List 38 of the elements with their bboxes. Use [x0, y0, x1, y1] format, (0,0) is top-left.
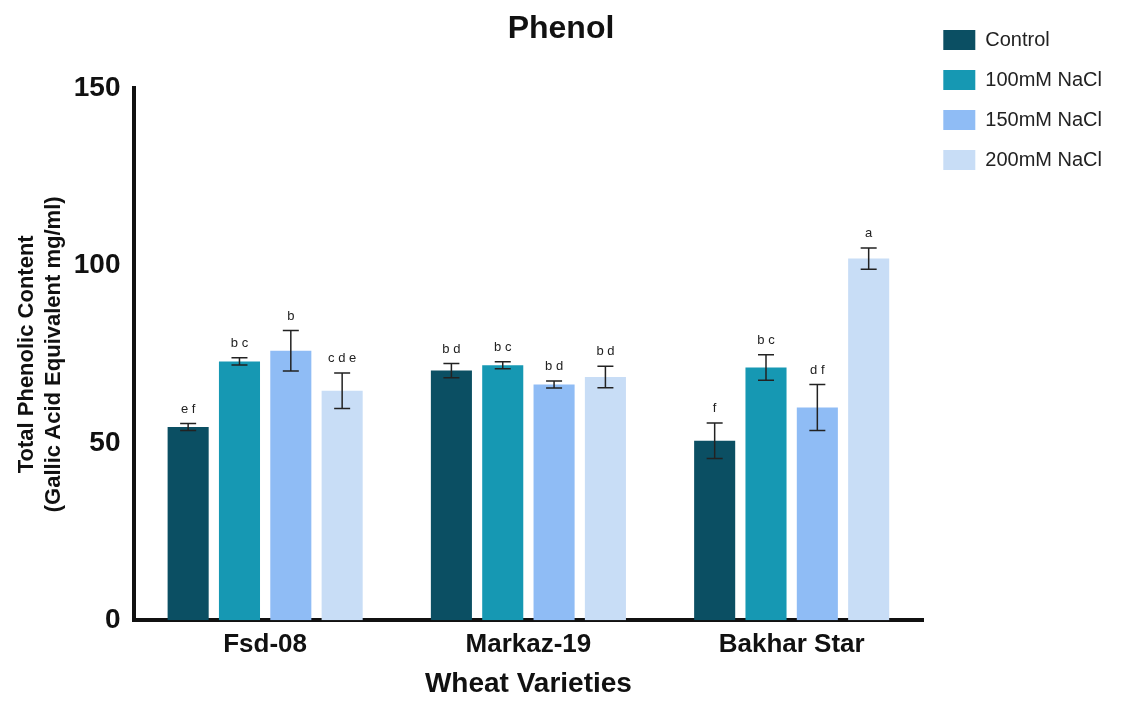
data-label: b d [442, 340, 461, 356]
bar [533, 384, 575, 621]
bar [584, 376, 626, 621]
legend-label: 150mM NaCl [985, 107, 1102, 130]
data-label: a [865, 225, 874, 241]
bar [482, 365, 524, 621]
x-tick-label: Fsd-08 [223, 627, 308, 658]
bar [694, 440, 736, 621]
bar [218, 361, 261, 621]
data-label: b d [596, 343, 615, 359]
y-tick-label: 0 [104, 602, 121, 634]
y-axis-title: Total Phenolic Content (Gallic Acid Equivalent mg/ml) [13, 196, 65, 513]
y-tick-label: 100 [73, 248, 121, 280]
legend-label: Control [985, 27, 1050, 50]
y-tick-label: 150 [73, 71, 121, 103]
bar [745, 367, 787, 621]
data-label: b c [757, 331, 776, 347]
x-tick-label: Markaz-19 [465, 627, 592, 658]
data-label: b c [230, 334, 249, 350]
data-label: d f [810, 361, 825, 377]
bar [167, 426, 209, 621]
bar [848, 258, 890, 621]
data-label: b d [545, 357, 564, 373]
data-label: f [712, 400, 717, 416]
legend-label: 200mM NaCl [985, 147, 1102, 170]
x-tick-label: Bakhar Star [718, 627, 865, 658]
data-label: e f [180, 400, 196, 416]
data-label: c d e [328, 350, 357, 366]
bar [321, 390, 363, 621]
bar [796, 407, 838, 621]
bar [430, 370, 472, 621]
legend-label: 100mM NaCl [985, 67, 1102, 90]
chart-title: Phenol [507, 9, 615, 46]
bar [270, 350, 312, 621]
data-label: b c [494, 338, 512, 354]
y-tick-label: 50 [89, 425, 121, 457]
data-label: b [287, 307, 295, 323]
x-axis-title: Wheat Varieties [424, 666, 632, 698]
